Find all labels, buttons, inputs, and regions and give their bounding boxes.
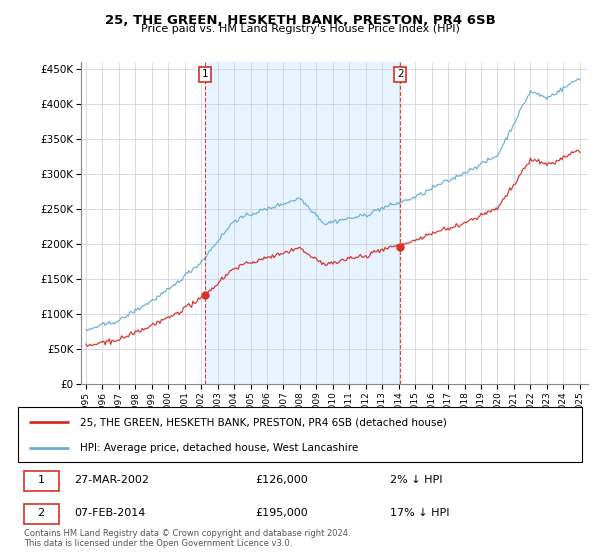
FancyBboxPatch shape: [23, 504, 59, 524]
Bar: [205, 62, 400, 384]
FancyBboxPatch shape: [23, 471, 59, 491]
Text: 1: 1: [38, 475, 44, 485]
Text: 17% ↓ HPI: 17% ↓ HPI: [390, 508, 450, 518]
FancyBboxPatch shape: [18, 407, 582, 462]
Text: 1: 1: [202, 69, 208, 79]
Text: 2: 2: [38, 508, 44, 518]
Text: 2% ↓ HPI: 2% ↓ HPI: [390, 475, 443, 485]
Text: Contains HM Land Registry data © Crown copyright and database right 2024.: Contains HM Land Registry data © Crown c…: [24, 529, 350, 538]
Text: This data is licensed under the Open Government Licence v3.0.: This data is licensed under the Open Gov…: [24, 539, 292, 548]
Text: £126,000: £126,000: [255, 475, 308, 485]
Text: 07-FEB-2014: 07-FEB-2014: [74, 508, 146, 518]
Text: HPI: Average price, detached house, West Lancashire: HPI: Average price, detached house, West…: [80, 443, 358, 452]
Text: 25, THE GREEN, HESKETH BANK, PRESTON, PR4 6SB: 25, THE GREEN, HESKETH BANK, PRESTON, PR…: [104, 14, 496, 27]
Text: Price paid vs. HM Land Registry's House Price Index (HPI): Price paid vs. HM Land Registry's House …: [140, 24, 460, 34]
Text: £195,000: £195,000: [255, 508, 308, 518]
Text: 2: 2: [397, 69, 404, 79]
Text: 25, THE GREEN, HESKETH BANK, PRESTON, PR4 6SB (detached house): 25, THE GREEN, HESKETH BANK, PRESTON, PR…: [80, 418, 447, 427]
Text: 27-MAR-2002: 27-MAR-2002: [74, 475, 149, 485]
